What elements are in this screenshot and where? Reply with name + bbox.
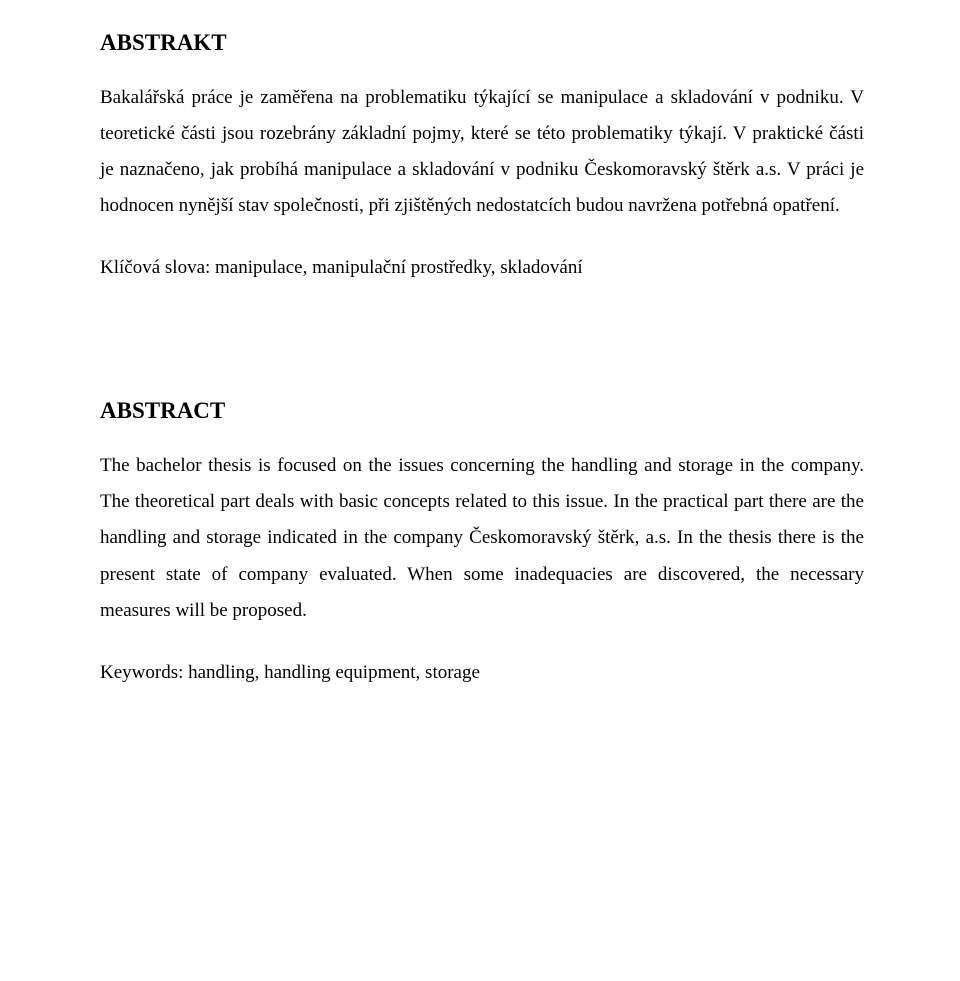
heading-abstract-en: ABSTRACT bbox=[100, 396, 864, 426]
abstrakt-body: Bakalářská práce je zaměřena na problema… bbox=[100, 80, 864, 224]
abstract-en-body: The bachelor thesis is focused on the is… bbox=[100, 448, 864, 628]
abstract-en-keywords: Keywords: handling, handling equipment, … bbox=[100, 655, 864, 691]
document-page: ABSTRAKT Bakalářská práce je zaměřena na… bbox=[0, 0, 960, 981]
heading-abstrakt: ABSTRAKT bbox=[100, 28, 864, 58]
abstrakt-keywords: Klíčová slova: manipulace, manipulační p… bbox=[100, 250, 864, 286]
